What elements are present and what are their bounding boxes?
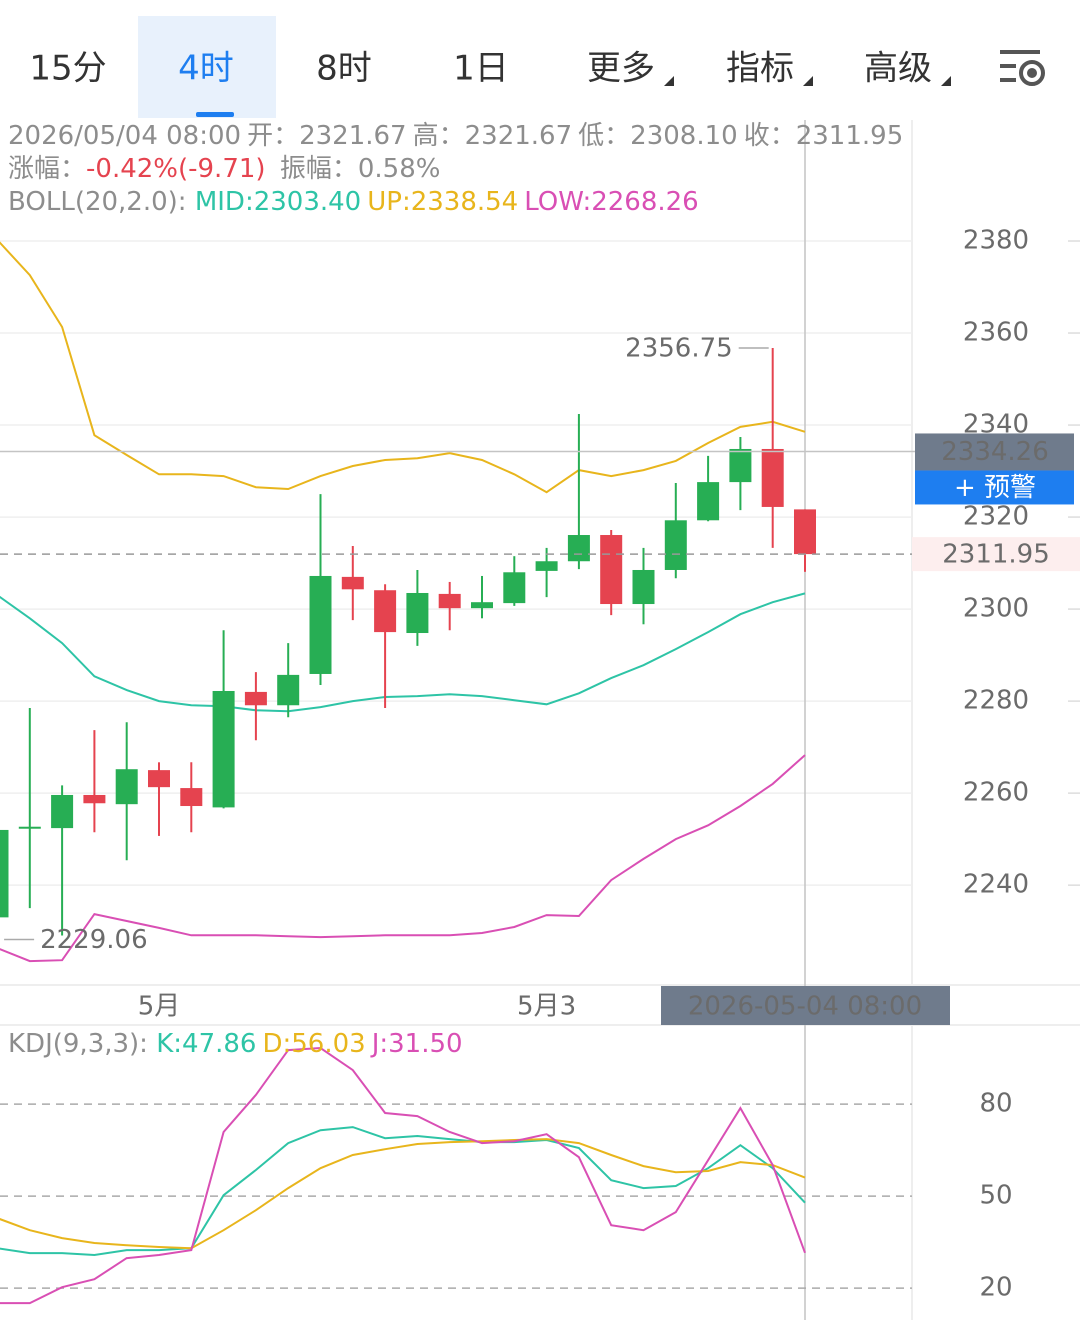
tab[interactable]: 4时 xyxy=(178,49,234,89)
info-line: 2026/05/04 08:00 开：2321.67 高：2321.67 低：2308… xyxy=(8,120,915,153)
active-tab-bg xyxy=(138,16,276,118)
y-tick-label: 2240 xyxy=(963,870,1029,900)
candle-body xyxy=(180,788,203,807)
tab[interactable]: 指标 xyxy=(726,49,794,89)
candle-body xyxy=(503,572,526,604)
field-value: 2321.67 xyxy=(464,121,573,151)
y-tick-label: 2300 xyxy=(963,594,1029,624)
y-tick-label: 2280 xyxy=(963,686,1029,716)
min-label: 2229.06 xyxy=(40,925,148,955)
active-tab-indicator xyxy=(196,112,234,117)
field-label: 收： xyxy=(743,121,796,151)
candle-body xyxy=(277,674,300,706)
y-tick-label: 2260 xyxy=(963,778,1029,808)
y-tick-label: 50 xyxy=(979,1181,1012,1211)
dropdown-arrow xyxy=(941,76,951,86)
info-line: 涨幅：-0.42%(-9.71) 振幅：0.58% xyxy=(8,153,446,186)
candle-body xyxy=(212,690,235,808)
max-label: 2356.75 xyxy=(625,333,733,363)
y-tick-label: 80 xyxy=(979,1089,1012,1119)
tab[interactable]: 高级 xyxy=(864,49,932,89)
legend-entry: UP:2338.54 xyxy=(367,187,519,217)
y-tick-label: 20 xyxy=(979,1273,1012,1303)
indicator-line xyxy=(0,592,806,713)
indicator-line xyxy=(0,1138,806,1250)
candle-body xyxy=(244,691,267,706)
candle-body xyxy=(309,575,332,674)
candle-body xyxy=(567,535,590,562)
field-value: 2308.10 xyxy=(630,121,738,151)
field-label: 高： xyxy=(412,121,465,151)
indicator-line xyxy=(0,1126,806,1257)
candle-body xyxy=(148,770,170,788)
candle-body xyxy=(341,576,364,590)
dropdown-arrow xyxy=(664,76,674,86)
change-label: 涨幅： xyxy=(8,154,87,184)
crosshair-x-label: 2026-05-04 08:00 xyxy=(688,992,922,1022)
candle-body xyxy=(115,769,138,805)
field-value: 2311.95 xyxy=(795,121,904,151)
field-label: 低： xyxy=(578,121,631,151)
x-tick-label: 5月 xyxy=(138,992,181,1022)
candle-body xyxy=(632,569,655,605)
candle-body xyxy=(83,794,106,804)
field-value: 2321.67 xyxy=(299,121,407,151)
indicator-line xyxy=(0,754,806,963)
tab[interactable]: 更多 xyxy=(587,49,655,89)
amplitude-label: 振幅： xyxy=(279,154,358,184)
candle-body xyxy=(51,794,74,829)
legend-entry: LOW:2268.26 xyxy=(524,187,699,217)
tab[interactable]: 8时 xyxy=(316,49,372,89)
candle-body xyxy=(697,482,720,521)
ohlc: 开：2321.67 高：2321.67 低：2308.10 收：2311.95 xyxy=(247,121,909,151)
change: -0.42%(-9.71) xyxy=(86,154,266,184)
candle-body xyxy=(664,520,687,570)
candle-body xyxy=(794,509,816,555)
indicator-line xyxy=(0,1046,806,1305)
y-tick-label: 2360 xyxy=(963,318,1029,348)
candle-body xyxy=(535,561,558,571)
cursor-price-label: 2334.26 xyxy=(941,437,1049,467)
settings-icon[interactable] xyxy=(1000,50,1045,86)
crosshair-x-box xyxy=(661,986,950,1025)
y-tick-label: 2380 xyxy=(963,226,1029,256)
alert-button[interactable] xyxy=(915,470,1074,505)
field-label: 开： xyxy=(247,121,300,151)
indicator-line xyxy=(0,241,806,494)
tab[interactable]: 15分 xyxy=(29,49,106,89)
legend-entry: K:47.86 xyxy=(156,1029,257,1059)
indicator-name: BOLL(20,2.0): xyxy=(8,187,187,217)
candle-body xyxy=(471,602,493,609)
alert-button-label[interactable]: + 预警 xyxy=(954,473,1036,503)
amplitude: 0.58% xyxy=(357,154,441,184)
legend-entry: D:56.03 xyxy=(262,1029,366,1059)
candle-body xyxy=(406,592,429,634)
y-tick-label: 2320 xyxy=(963,502,1029,532)
candle-body xyxy=(438,593,461,609)
candle-body xyxy=(729,448,752,483)
indicator-name: KDJ(9,3,3): xyxy=(8,1029,148,1059)
cursor-price-box xyxy=(915,433,1074,471)
legend-entry: MID:2303.40 xyxy=(194,187,362,217)
indicator-legend: BOLL(20,2.0): MID:2303.40 UP:2338.54 LOW:2… xyxy=(8,186,705,219)
tab[interactable]: 1日 xyxy=(453,49,509,89)
candle-body xyxy=(374,590,397,633)
x-tick-label: 5月3 xyxy=(517,992,576,1022)
legend-entry: J:31.50 xyxy=(371,1029,463,1059)
time: 2026/05/04 08:00 xyxy=(8,121,242,151)
candle-body xyxy=(600,535,623,605)
indicator-legend: KDJ(9,3,3): K:47.86 D:56.03 J:31.50 xyxy=(8,1028,469,1061)
candle-body xyxy=(761,448,784,507)
candle-body xyxy=(0,829,9,918)
last-price-box xyxy=(912,537,1080,572)
candle-body xyxy=(18,826,41,829)
last-price-label: 2311.95 xyxy=(942,540,1050,570)
dropdown-arrow xyxy=(803,76,813,86)
